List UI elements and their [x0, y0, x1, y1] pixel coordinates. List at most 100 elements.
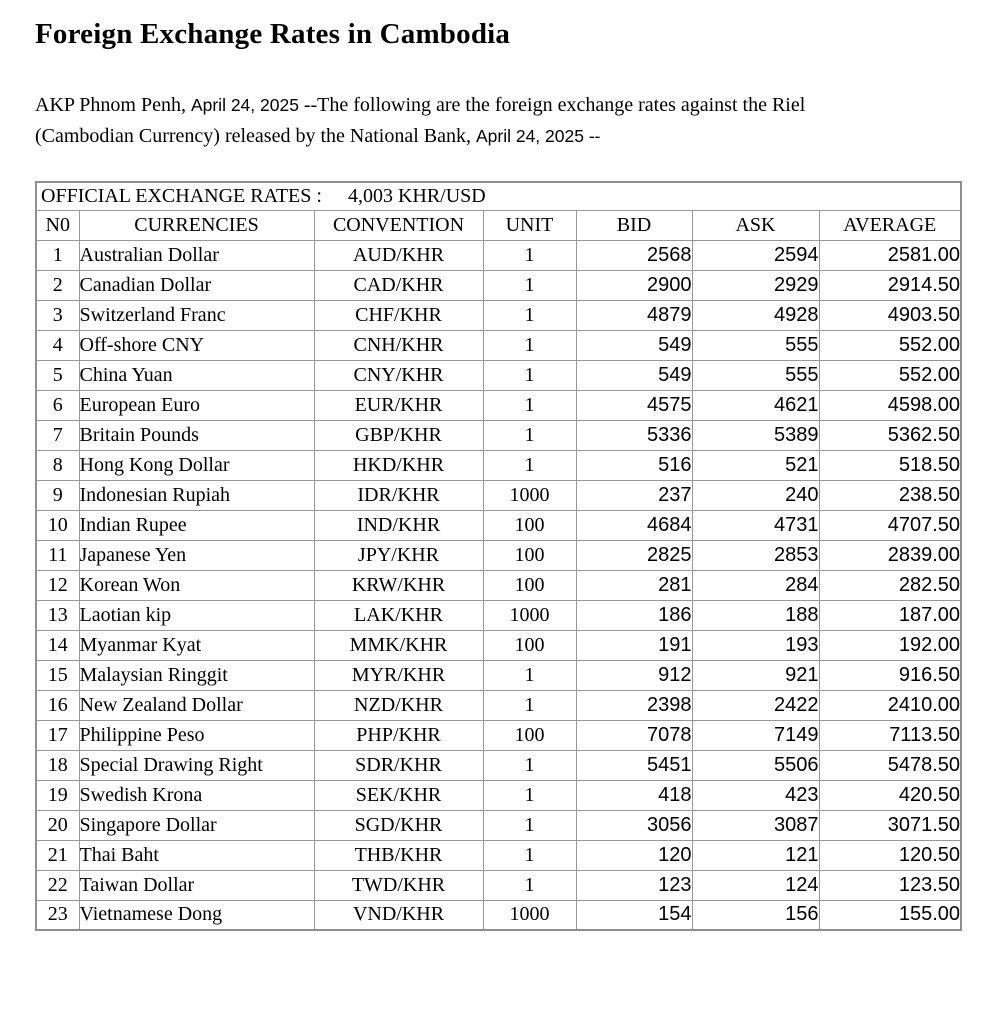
ask-cell: 193	[691, 629, 820, 661]
ask-cell: 284	[691, 569, 820, 601]
convention-cell: VND/KHR	[313, 899, 484, 931]
table-row: 8 Hong Kong Dollar HKD/KHR 1 516 521 518.50	[35, 449, 962, 481]
convention-cell: LAK/KHR	[313, 599, 484, 631]
unit-cell: 1	[482, 659, 577, 691]
table-row: 11 Japanese Yen JPY/KHR 100 2825 2853 2839.00	[35, 539, 962, 571]
convention-cell: THB/KHR	[313, 839, 484, 871]
table-row: 16 New Zealand Dollar NZD/KHR 1 2398 2422 2410…	[35, 689, 962, 721]
convention-cell: SGD/KHR	[313, 809, 484, 841]
column-header-convention: CONVENTION	[313, 209, 484, 241]
currency-name-cell: Canadian Dollar	[78, 269, 315, 301]
column-header-no: N0	[35, 209, 80, 241]
table-header-row: N0 CURRENCIES CONVENTION UNIT BID ASK AV…	[35, 209, 962, 241]
bid-cell: 154	[575, 899, 693, 931]
table-row: 9 Indonesian Rupiah IDR/KHR 1000 237 240 238.5…	[35, 479, 962, 511]
bid-cell: 4575	[575, 389, 693, 421]
bid-cell: 418	[575, 779, 693, 811]
page-title: Foreign Exchange Rates in Cambodia	[35, 18, 511, 50]
average-cell: 2839.00	[818, 539, 962, 571]
average-cell: 518.50	[818, 449, 962, 481]
table-row: 23 Vietnamese Dong VND/KHR 1000 154 156 155.00	[35, 899, 962, 931]
bid-cell: 516	[575, 449, 693, 481]
average-cell: 2914.50	[818, 269, 962, 301]
row-number-cell: 20	[35, 809, 80, 841]
ask-cell: 7149	[691, 719, 820, 751]
row-number-cell: 8	[35, 449, 80, 481]
row-number-cell: 22	[35, 869, 80, 901]
row-number-cell: 3	[35, 299, 80, 331]
row-number-cell: 21	[35, 839, 80, 871]
table-row: 3 Switzerland Franc CHF/KHR 1 4879 4928 4903.5…	[35, 299, 962, 331]
row-number-cell: 2	[35, 269, 80, 301]
convention-cell: CNY/KHR	[313, 359, 484, 391]
currency-name-cell: China Yuan	[78, 359, 315, 391]
table-row: 14 Myanmar Kyat MMK/KHR 100 191 193 192.00	[35, 629, 962, 661]
official-rates-label: OFFICIAL EXCHANGE RATES :	[41, 184, 322, 207]
rates-table-body: 1 Australian Dollar AUD/KHR 1 2568 2594 2581.0…	[35, 239, 962, 931]
unit-cell: 1	[482, 239, 577, 271]
bid-cell: 549	[575, 359, 693, 391]
ask-cell: 2929	[691, 269, 820, 301]
convention-cell: EUR/KHR	[313, 389, 484, 421]
currency-name-cell: Britain Pounds	[78, 419, 315, 451]
intro-date-2: April 24, 2025 --	[475, 126, 601, 146]
currency-name-cell: Indonesian Rupiah	[78, 479, 315, 511]
currency-name-cell: Singapore Dollar	[78, 809, 315, 841]
ask-cell: 423	[691, 779, 820, 811]
convention-cell: CHF/KHR	[313, 299, 484, 331]
unit-cell: 1	[482, 329, 577, 361]
convention-cell: AUD/KHR	[313, 239, 484, 271]
unit-cell: 1000	[482, 599, 577, 631]
average-cell: 238.50	[818, 479, 962, 511]
currency-name-cell: Australian Dollar	[78, 239, 315, 271]
bid-cell: 3056	[575, 809, 693, 841]
average-cell: 5478.50	[818, 749, 962, 781]
convention-cell: PHP/KHR	[313, 719, 484, 751]
ask-cell: 4621	[691, 389, 820, 421]
unit-cell: 1000	[482, 479, 577, 511]
currency-name-cell: Indian Rupee	[78, 509, 315, 541]
ask-cell: 156	[691, 899, 820, 931]
bid-cell: 191	[575, 629, 693, 661]
average-cell: 420.50	[818, 779, 962, 811]
unit-cell: 1	[482, 299, 577, 331]
table-row: 15 Malaysian Ringgit MYR/KHR 1 912 921 916.50	[35, 659, 962, 691]
row-number-cell: 13	[35, 599, 80, 631]
table-caption-cell: OFFICIAL EXCHANGE RATES : 4,003 KHR/USD	[35, 181, 962, 211]
average-cell: 120.50	[818, 839, 962, 871]
table-row: 4 Off-shore CNY CNH/KHR 1 549 555 552.00	[35, 329, 962, 361]
table-row: 6 European Euro EUR/KHR 1 4575 4621 4598.00	[35, 389, 962, 421]
average-cell: 4598.00	[818, 389, 962, 421]
bid-cell: 912	[575, 659, 693, 691]
bid-cell: 7078	[575, 719, 693, 751]
bid-cell: 5451	[575, 749, 693, 781]
average-cell: 552.00	[818, 359, 962, 391]
row-number-cell: 1	[35, 239, 80, 271]
unit-cell: 1	[482, 359, 577, 391]
bid-cell: 549	[575, 329, 693, 361]
average-cell: 2581.00	[818, 239, 962, 271]
currency-name-cell: Taiwan Dollar	[78, 869, 315, 901]
bid-cell: 5336	[575, 419, 693, 451]
bid-cell: 281	[575, 569, 693, 601]
ask-cell: 5506	[691, 749, 820, 781]
unit-cell: 100	[482, 629, 577, 661]
bid-cell: 2900	[575, 269, 693, 301]
unit-cell: 1	[482, 419, 577, 451]
currency-name-cell: European Euro	[78, 389, 315, 421]
unit-cell: 1	[482, 689, 577, 721]
unit-cell: 1	[482, 269, 577, 301]
currency-name-cell: Hong Kong Dollar	[78, 449, 315, 481]
currency-name-cell: Myanmar Kyat	[78, 629, 315, 661]
ask-cell: 921	[691, 659, 820, 691]
row-number-cell: 19	[35, 779, 80, 811]
ask-cell: 4928	[691, 299, 820, 331]
document-page: Foreign Exchange Rates in Cambodia AKP P…	[35, 18, 962, 931]
convention-cell: CNH/KHR	[313, 329, 484, 361]
row-number-cell: 23	[35, 899, 80, 931]
convention-cell: KRW/KHR	[313, 569, 484, 601]
table-row: 1 Australian Dollar AUD/KHR 1 2568 2594 2581.0…	[35, 239, 962, 271]
row-number-cell: 17	[35, 719, 80, 751]
convention-cell: IDR/KHR	[313, 479, 484, 511]
average-cell: 552.00	[818, 329, 962, 361]
